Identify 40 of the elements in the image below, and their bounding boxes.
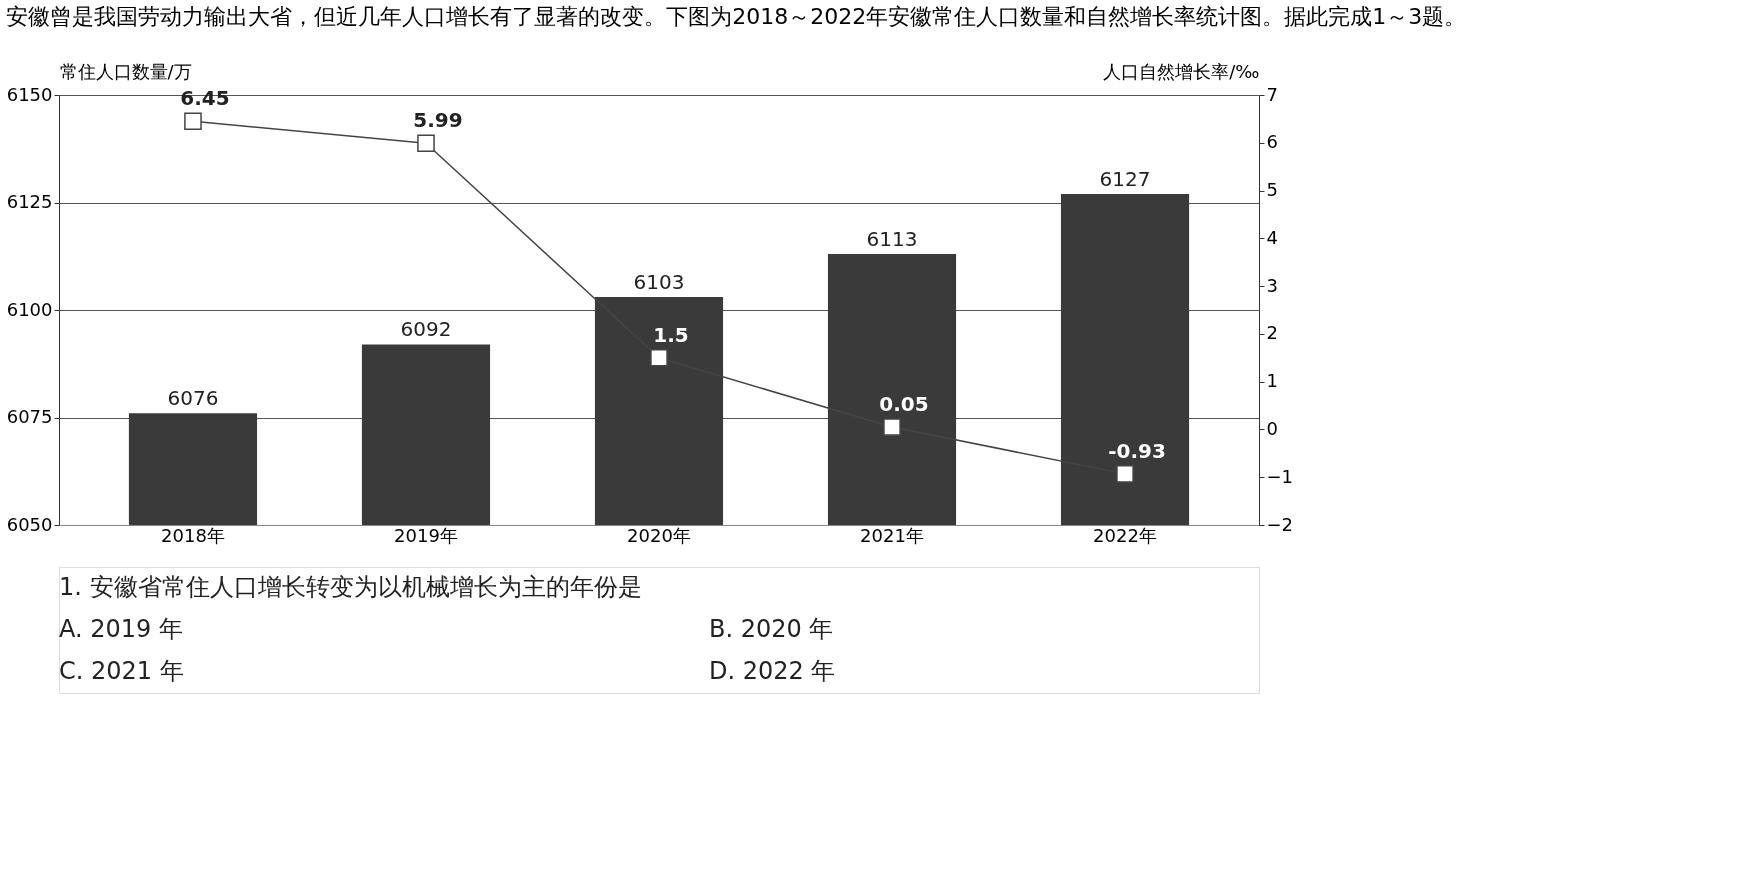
x-tick-label: 2021年 bbox=[860, 524, 924, 546]
y2-tick-label: −2 bbox=[1266, 513, 1294, 535]
data-label: -0.93 bbox=[1108, 438, 1166, 463]
y-tick-label: 6050 bbox=[6, 513, 53, 535]
point bbox=[883, 418, 901, 436]
text: A. 2019 年 bbox=[59, 615, 183, 643]
y2-tick-label: 4 bbox=[1266, 226, 1278, 248]
y2-axis-title: 人口自然增长率/‰ bbox=[1103, 60, 1260, 82]
chart-title: 安徽曾是我国劳动力输出大省，但近几年人口增长有了显著的改变。下图为2018～2022年安徽常住人口数量和自然增长率统计图。据此完成1～3题。 bbox=[6, 4, 1467, 29]
y2-tick-label: 6 bbox=[1266, 131, 1278, 153]
text: C. 2021 年 bbox=[59, 657, 184, 685]
y-tick-label: 6125 bbox=[6, 191, 53, 212]
x-tick-label: 2022年 bbox=[1093, 524, 1157, 546]
data-label: 6113 bbox=[866, 227, 918, 252]
data-label: 6127 bbox=[1099, 166, 1151, 191]
y-tick-label: 6075 bbox=[6, 406, 53, 427]
y2-tick-label: 1 bbox=[1266, 370, 1278, 392]
y2-tick-label: 0 bbox=[1266, 417, 1278, 439]
data-label: 0.05 bbox=[879, 392, 929, 417]
y-tick-label: 6150 bbox=[6, 83, 53, 105]
text: 1. 安徽省常住人口增长转变为以机械增长为主的年份是 bbox=[59, 573, 642, 601]
y-axis-title: 常住人口数量/万 bbox=[59, 60, 192, 82]
y2-tick-label: 2 bbox=[1266, 322, 1278, 344]
data-label: 6092 bbox=[400, 317, 452, 342]
x-tick-label: 2018年 bbox=[161, 524, 225, 546]
x-tick-label: 2020年 bbox=[627, 524, 691, 546]
y2-tick-label: 7 bbox=[1266, 83, 1278, 105]
text: D. 2022 年 bbox=[709, 657, 836, 685]
y2-tick-label: 3 bbox=[1266, 274, 1278, 296]
data-label: 1.5 bbox=[653, 322, 689, 347]
data-label: 5.99 bbox=[413, 108, 463, 133]
text: B. 2020 年 bbox=[709, 615, 834, 643]
data-label: 6076 bbox=[167, 386, 219, 411]
x-tick-label: 2019年 bbox=[394, 524, 458, 546]
data-label: 6103 bbox=[633, 270, 685, 295]
y2-tick-label: 5 bbox=[1266, 179, 1278, 201]
point bbox=[650, 348, 668, 367]
point bbox=[1116, 465, 1134, 483]
y-tick-label: 6100 bbox=[6, 298, 53, 320]
y2-tick-label: −1 bbox=[1266, 465, 1294, 487]
